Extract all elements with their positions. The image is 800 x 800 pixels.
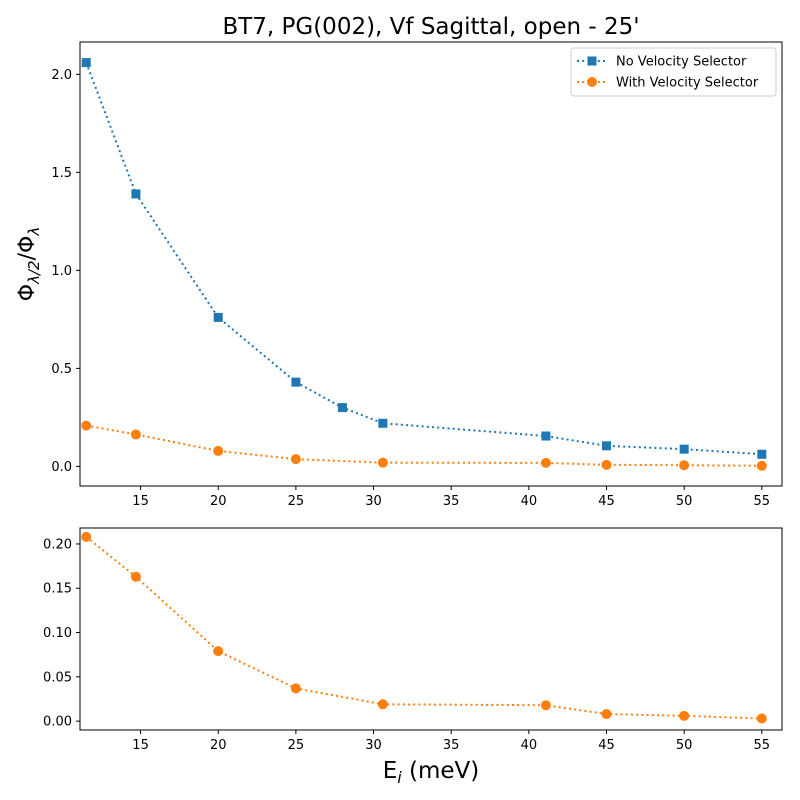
data-point-0-1-2 bbox=[213, 445, 224, 456]
data-point-1-0-5 bbox=[540, 700, 551, 711]
data-point-0-1-3 bbox=[290, 454, 301, 465]
data-point-0-0-9 bbox=[757, 449, 767, 459]
legend-marker-0 bbox=[587, 56, 597, 66]
x-tick-label-1-2: 25 bbox=[288, 738, 305, 753]
x-tick-label-1-8: 55 bbox=[754, 738, 771, 753]
data-point-0-1-0 bbox=[81, 420, 92, 431]
y-axis-label-sub1: λ/2 bbox=[25, 260, 43, 284]
data-point-0-0-7 bbox=[602, 441, 611, 451]
y-tick-label-1-1: 0.05 bbox=[43, 670, 72, 685]
data-point-0-0-4 bbox=[337, 403, 347, 413]
x-axis-label: Ei (meV) bbox=[383, 758, 480, 787]
data-point-1-0-0 bbox=[81, 531, 92, 542]
data-point-1-0-2 bbox=[213, 646, 224, 657]
data-point-0-1-8 bbox=[756, 460, 767, 471]
x-axis-label-rest: (meV) bbox=[402, 758, 480, 784]
data-point-0-1-6 bbox=[601, 459, 612, 470]
data-point-0-0-3 bbox=[291, 377, 301, 387]
x-tick-label-0-7: 50 bbox=[676, 494, 693, 509]
y-axis-label: Φλ/2/Φλ bbox=[15, 227, 43, 301]
data-point-1-0-3 bbox=[290, 683, 301, 694]
x-axis-label-sub: i bbox=[397, 768, 402, 787]
y-tick-label-0-1: 0.5 bbox=[51, 362, 72, 377]
data-point-1-0-7 bbox=[679, 710, 690, 721]
y-tick-label-1-3: 0.15 bbox=[43, 582, 72, 597]
x-tick-label-0-6: 45 bbox=[598, 494, 615, 509]
x-tick-label-0-2: 25 bbox=[288, 494, 305, 509]
data-point-1-0-6 bbox=[601, 709, 612, 720]
series-0-1 bbox=[81, 420, 767, 471]
data-point-0-1-1 bbox=[130, 429, 141, 440]
x-tick-label-1-6: 45 bbox=[598, 738, 615, 753]
y-tick-label-1-4: 0.20 bbox=[43, 537, 72, 552]
y-axis-label-main: Φ bbox=[15, 284, 40, 301]
data-point-1-0-4 bbox=[377, 699, 388, 710]
data-point-0-0-0 bbox=[81, 58, 91, 68]
axes-frame-0 bbox=[79, 41, 783, 487]
x-tick-label-0-8: 55 bbox=[754, 494, 771, 509]
legend-box bbox=[570, 47, 777, 97]
data-point-0-0-8 bbox=[679, 444, 689, 454]
data-point-0-0-1 bbox=[131, 189, 141, 199]
data-point-0-1-5 bbox=[540, 457, 551, 468]
bottom-plot-panel: 15 20 25 30 35 40 45 50 55 0.00 0.05 0.10 0.15 0.20 bbox=[43, 527, 783, 753]
axes-frame-1 bbox=[79, 527, 783, 731]
y-tick-label-1-0: 0.00 bbox=[43, 715, 72, 730]
x-axis-label-main: E bbox=[383, 758, 398, 784]
y-axis-label-sub2: λ bbox=[25, 227, 43, 237]
x-tick-label-1-3: 30 bbox=[365, 738, 382, 753]
x-tick-label-1-7: 50 bbox=[676, 738, 693, 753]
chart-title: BT7, PG(002), Vf Sagittal, open - 25' bbox=[222, 14, 639, 40]
data-point-0-0-5 bbox=[378, 418, 388, 428]
legend-label-1: With Velocity Selector bbox=[616, 76, 759, 91]
data-point-0-0-6 bbox=[541, 431, 551, 441]
data-point-0-1-7 bbox=[679, 460, 690, 471]
x-tick-label-1-0: 15 bbox=[132, 738, 149, 753]
data-point-1-0-1 bbox=[130, 571, 141, 582]
x-tick-label-1-5: 40 bbox=[521, 738, 538, 753]
y-tick-label-1-2: 0.10 bbox=[43, 626, 72, 641]
data-point-1-0-8 bbox=[756, 713, 767, 724]
y-axis-label-slash: /Φ bbox=[15, 236, 40, 261]
y-tick-label-0-0: 0.0 bbox=[51, 460, 72, 475]
x-tick-label-0-5: 40 bbox=[521, 494, 538, 509]
x-tick-label-1-4: 35 bbox=[443, 738, 460, 753]
series-line-0-0 bbox=[85, 62, 762, 456]
legend-marker-1 bbox=[587, 77, 597, 87]
series-line-0-1 bbox=[86, 424, 762, 467]
y-tick-label-0-2: 1.0 bbox=[51, 264, 72, 279]
data-point-0-1-4 bbox=[377, 457, 388, 468]
x-tick-label-1-1: 20 bbox=[210, 738, 227, 753]
legend: No Velocity Selector With Velocity Select… bbox=[570, 47, 777, 97]
series-1-0 bbox=[81, 531, 767, 724]
y-tick-label-0-3: 1.5 bbox=[51, 166, 72, 181]
top-plot-panel: 15 20 25 30 35 40 45 50 55 0.0 0.5 1.0 1.5 2.0 bbox=[51, 41, 783, 509]
x-tick-label-0-4: 35 bbox=[443, 494, 460, 509]
x-tick-label-0-0: 15 bbox=[132, 494, 149, 509]
series-0-0 bbox=[81, 58, 767, 459]
x-tick-label-0-1: 20 bbox=[210, 494, 227, 509]
legend-label-0: No Velocity Selector bbox=[616, 55, 747, 70]
y-tick-label-0-4: 2.0 bbox=[51, 68, 72, 83]
data-point-0-0-2 bbox=[213, 312, 223, 322]
x-tick-label-0-3: 30 bbox=[365, 494, 382, 509]
